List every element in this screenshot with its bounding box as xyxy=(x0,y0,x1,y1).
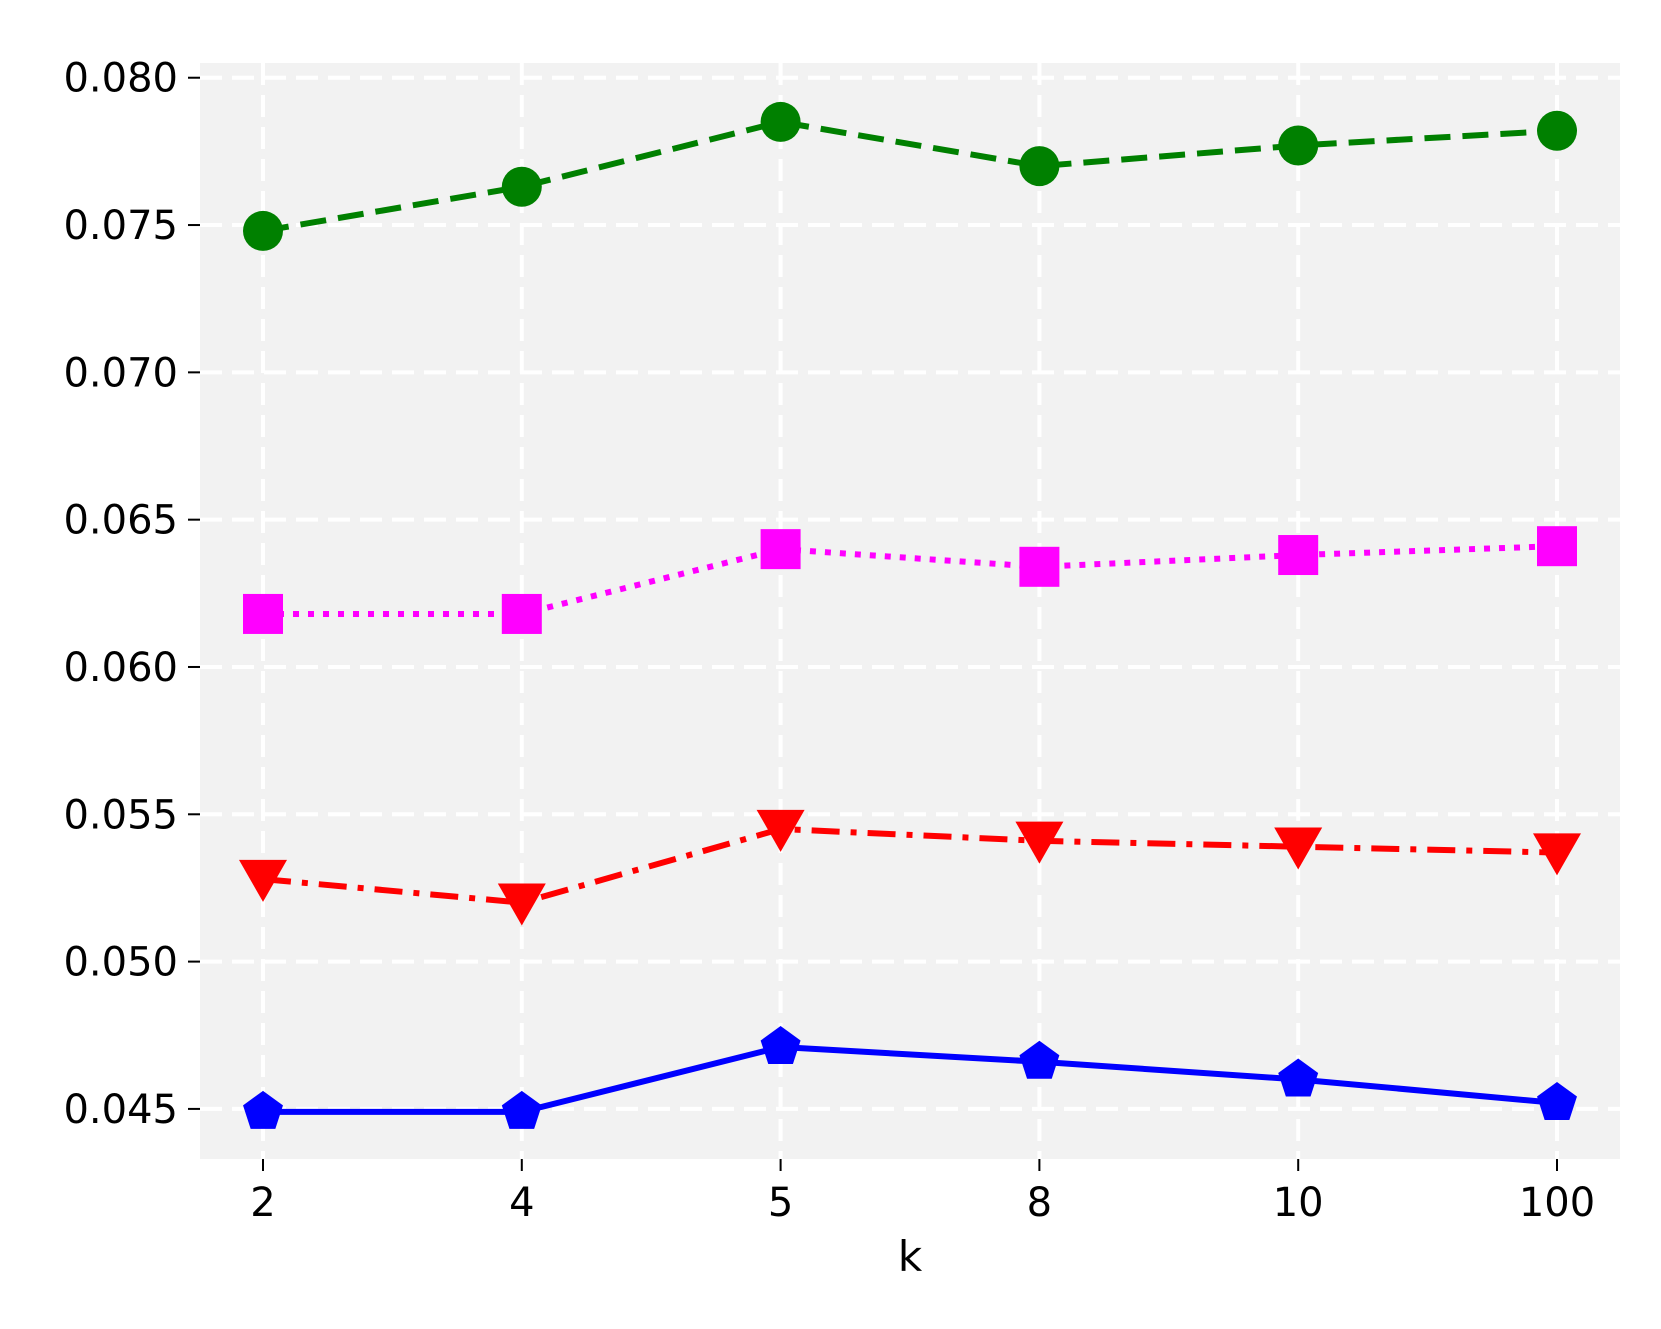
series-4 xyxy=(243,1026,1577,1129)
series-group xyxy=(239,101,1581,1129)
y-tick-label: 0.045 xyxy=(63,1087,178,1133)
x-tick-label: 100 xyxy=(1519,1180,1595,1226)
pentagon-marker xyxy=(1537,1082,1577,1121)
square-marker xyxy=(1537,526,1577,567)
y-tick-label: 0.055 xyxy=(63,792,178,838)
y-tick-label: 0.065 xyxy=(63,498,178,544)
triangle-down-marker xyxy=(756,809,805,852)
y-tick-label: 0.060 xyxy=(63,645,178,691)
x-tick-label: 4 xyxy=(509,1180,534,1226)
pentagon-marker xyxy=(760,1026,801,1065)
x-axis-label: k xyxy=(898,1232,923,1281)
x-tick-label: 2 xyxy=(250,1180,275,1226)
x-axis-ticks: 2 4 5 8 10 100 xyxy=(250,1159,1595,1226)
square-marker xyxy=(501,593,542,634)
square-marker xyxy=(1278,535,1319,576)
triangle-down-marker xyxy=(1533,833,1581,876)
pentagon-marker xyxy=(1278,1058,1319,1097)
series-line xyxy=(263,543,1558,617)
triangle-down-marker xyxy=(1015,821,1064,864)
y-axis-ticks: 0.045 0.050 0.055 0.060 0.065 0.070 0.075 0.080 xyxy=(63,56,200,1133)
series-3 xyxy=(239,809,1581,926)
series-line xyxy=(262,826,1558,906)
circle-marker xyxy=(501,166,542,207)
x-tick-label: 8 xyxy=(1027,1180,1052,1226)
square-marker xyxy=(760,529,801,570)
pentagon-marker xyxy=(501,1090,542,1129)
triangle-down-marker xyxy=(239,859,287,902)
circle-marker xyxy=(760,101,801,142)
series-1 xyxy=(243,101,1577,251)
pentagon-marker xyxy=(1019,1040,1060,1079)
square-marker xyxy=(1019,546,1060,587)
square-marker xyxy=(243,593,283,634)
y-tick-label: 0.050 xyxy=(63,940,178,986)
pentagon-marker xyxy=(243,1090,283,1129)
circle-marker xyxy=(1278,125,1319,166)
series-line xyxy=(263,1044,1558,1115)
x-tick-label: 5 xyxy=(768,1180,793,1226)
circle-marker xyxy=(243,210,283,251)
triangle-down-marker xyxy=(497,883,546,926)
x-tick-label: 10 xyxy=(1273,1180,1324,1226)
y-tick-label: 0.070 xyxy=(63,350,178,396)
series-2 xyxy=(243,526,1577,634)
y-tick-label: 0.080 xyxy=(63,56,178,102)
triangle-down-marker xyxy=(1274,827,1323,870)
y-tick-label: 0.075 xyxy=(63,203,178,249)
circle-marker xyxy=(1537,110,1577,151)
circle-marker xyxy=(1019,146,1060,187)
plot-area xyxy=(200,63,1620,1159)
series-line xyxy=(262,118,1558,234)
